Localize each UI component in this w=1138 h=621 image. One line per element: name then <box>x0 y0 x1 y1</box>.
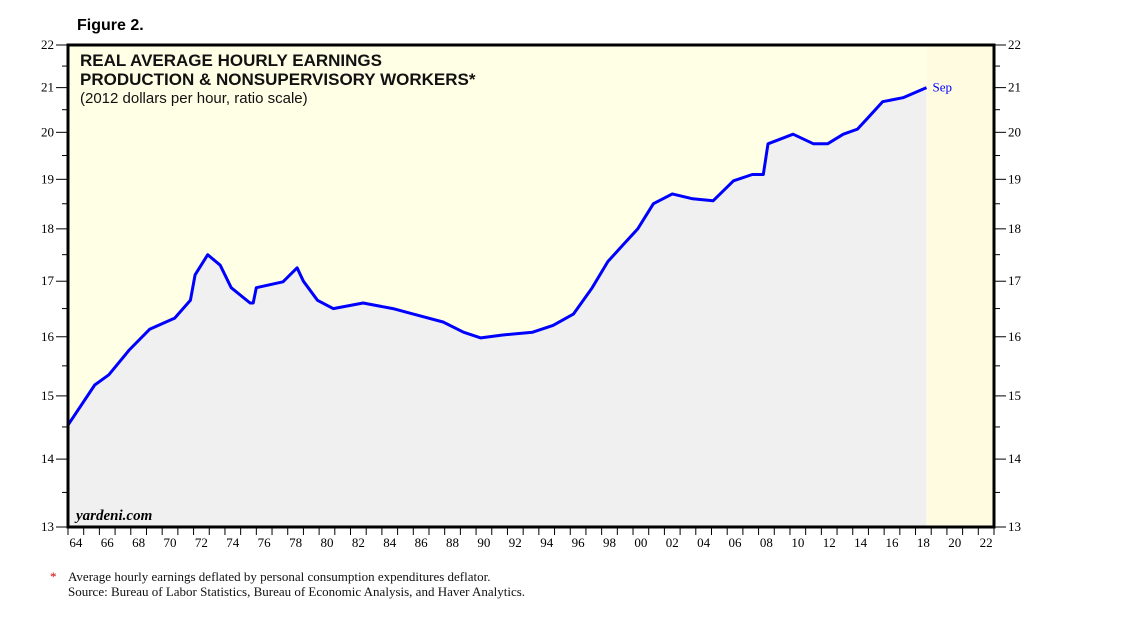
y-tick-label-right: 21 <box>1008 80 1021 95</box>
watermark: yardeni.com <box>76 508 153 524</box>
x-tick-label: 10 <box>791 535 804 550</box>
x-tick-label: 86 <box>415 535 429 550</box>
x-tick-label: 82 <box>352 535 365 550</box>
y-tick-label-right: 20 <box>1008 124 1021 139</box>
y-tick-label-left: 15 <box>41 388 54 403</box>
y-tick-label-right: 18 <box>1008 221 1021 236</box>
x-tick-label: 04 <box>697 535 711 550</box>
x-tick-label: 78 <box>289 535 302 550</box>
y-tick-label-right: 15 <box>1008 388 1021 403</box>
x-tick-label: 14 <box>854 535 868 550</box>
series-line <box>66 86 928 426</box>
area-fill <box>68 87 927 527</box>
y-tick-label-left: 20 <box>41 124 54 139</box>
x-tick-label: 72 <box>195 535 208 550</box>
x-tick-label: 66 <box>101 535 115 550</box>
y-tick-label-left: 17 <box>41 273 55 288</box>
y-tick-label-right: 17 <box>1008 273 1022 288</box>
y-tick-label-left: 22 <box>41 37 54 52</box>
x-tick-label: 02 <box>666 535 679 550</box>
end-label: Sep <box>933 80 953 95</box>
x-tick-label: 76 <box>258 535 272 550</box>
source-note: Source: Bureau of Labor Statistics, Bure… <box>68 584 526 599</box>
x-tick-label: 70 <box>164 535 177 550</box>
figure-label: Figure 2. <box>77 17 144 34</box>
x-tick-label: 96 <box>572 535 586 550</box>
y-tick-label-left: 19 <box>41 171 54 186</box>
x-tick-label: 68 <box>132 535 145 550</box>
future-shade <box>927 45 994 527</box>
chart-title-line-2: PRODUCTION & NONSUPERVISORY WORKERS* <box>80 70 476 89</box>
x-tick-label: 74 <box>226 535 240 550</box>
y-tick-label-left: 18 <box>41 221 54 236</box>
footnote: Average hourly earnings deflated by pers… <box>68 569 491 584</box>
x-tick-label: 80 <box>320 535 333 550</box>
x-tick-label: 00 <box>634 535 647 550</box>
chart-subtitle: (2012 dollars per hour, ratio scale) <box>80 90 308 107</box>
x-tick-label: 18 <box>917 535 930 550</box>
y-tick-label-right: 22 <box>1008 37 1021 52</box>
x-tick-label: 20 <box>948 535 961 550</box>
x-tick-label: 64 <box>69 535 83 550</box>
y-tick-label-right: 14 <box>1008 451 1022 466</box>
x-tick-label: 98 <box>603 535 616 550</box>
y-tick-label-right: 13 <box>1008 519 1021 534</box>
x-tick-label: 88 <box>446 535 459 550</box>
x-tick-label: 06 <box>729 535 743 550</box>
y-tick-label-right: 19 <box>1008 171 1021 186</box>
x-tick-label: 84 <box>383 535 397 550</box>
x-tick-label: 92 <box>509 535 522 550</box>
plot-frame <box>66 43 996 529</box>
y-tick-label-left: 16 <box>41 329 55 344</box>
y-tick-label-left: 14 <box>41 451 55 466</box>
x-tick-label: 12 <box>823 535 836 550</box>
x-tick-label: 08 <box>760 535 773 550</box>
x-tick-label: 94 <box>540 535 554 550</box>
footnote-marker: * <box>50 569 57 584</box>
chart-title-line-1: REAL AVERAGE HOURLY EARNINGS <box>80 51 382 70</box>
y-tick-label-left: 21 <box>41 80 54 95</box>
x-tick-label: 16 <box>885 535 899 550</box>
y-tick-label-left: 13 <box>41 519 54 534</box>
y-tick-label-right: 16 <box>1008 329 1022 344</box>
x-tick-label: 90 <box>477 535 490 550</box>
x-tick-label: 22 <box>980 535 993 550</box>
